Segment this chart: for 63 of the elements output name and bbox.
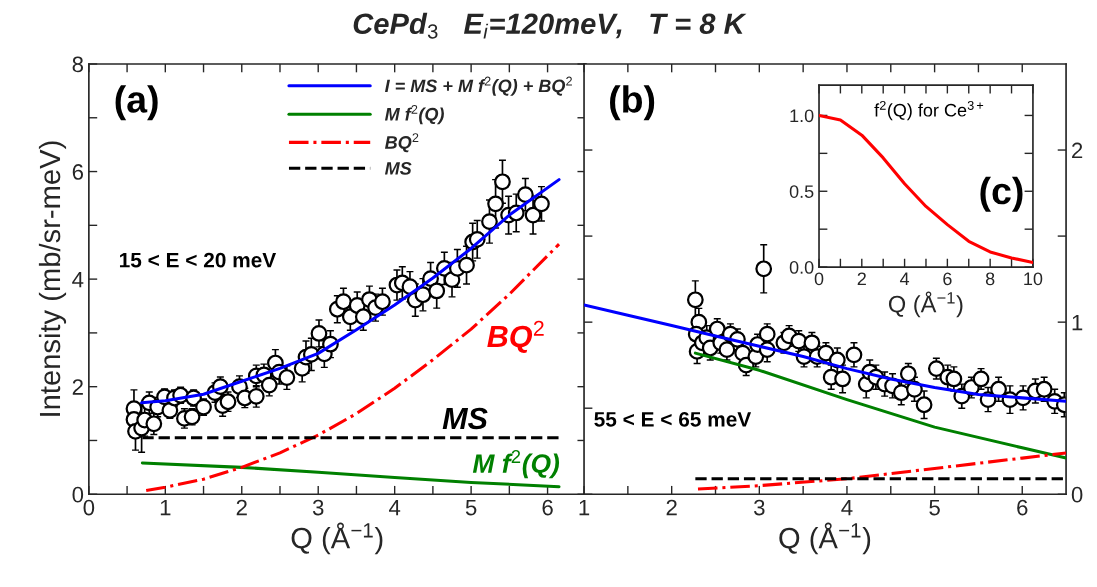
annotation: f$^{2}$(Q) for Ce$^{3+}$ bbox=[874, 100, 984, 121]
x-tick-label: 2 bbox=[666, 499, 677, 516]
y-tick-label: 2 bbox=[72, 379, 83, 395]
y-axis-title: Intensity (mb/sr-meV) bbox=[38, 141, 67, 416]
x-axis-title: Q (Å$^{−1}$) bbox=[291, 522, 383, 555]
chart-title: CePd$_{3}$ E$_{i}$=120meV, T = 8 K bbox=[353, 12, 747, 39]
point bbox=[845, 346, 863, 364]
legend-label: M f$^{2}$(Q) bbox=[384, 104, 444, 125]
point bbox=[834, 370, 851, 388]
x-tick-label: 2 bbox=[236, 499, 247, 516]
x-tick-label: 4 bbox=[899, 272, 910, 286]
x-tick-label: 6 bbox=[542, 499, 553, 516]
x-tick-label: 3 bbox=[753, 499, 765, 516]
y-tick-label: 0.5 bbox=[789, 185, 814, 198]
point bbox=[803, 334, 821, 352]
x-tick-label: 4 bbox=[389, 499, 401, 516]
annotation: (b) bbox=[610, 85, 655, 121]
x-tick-label: 1 bbox=[160, 499, 171, 516]
x-tick-label: 5 bbox=[465, 499, 477, 516]
x-tick-label: 1 bbox=[579, 499, 590, 516]
annotation: 55 < E < 65 meV bbox=[594, 411, 752, 427]
x-tick-label: 3 bbox=[312, 499, 324, 516]
point bbox=[758, 325, 776, 343]
y-tick-label: 8 bbox=[72, 56, 84, 73]
annotation: (c) bbox=[980, 176, 1023, 212]
annotation: BQ$^{2}$ bbox=[487, 320, 544, 353]
y2-tick-label: 1 bbox=[1072, 314, 1083, 331]
y-tick-label: 6 bbox=[72, 164, 84, 180]
legend-label: I = MS + M f$^{2}$(Q) + BQ$^{2}$ bbox=[384, 76, 572, 96]
legend-label: MS bbox=[384, 161, 412, 175]
y2-tick-label: 0 bbox=[1071, 486, 1083, 503]
y-tick-label: 0.0 bbox=[789, 261, 814, 274]
x-tick-label: 6 bbox=[1017, 499, 1028, 516]
line-series bbox=[144, 242, 561, 493]
x-axis-title: Q (Å$^{−1}$) bbox=[888, 291, 963, 318]
point bbox=[945, 370, 963, 388]
x-tick-label: 2 bbox=[857, 272, 866, 286]
annotation: MS bbox=[442, 407, 488, 430]
y-tick-label: 0 bbox=[72, 486, 84, 503]
annotation: 15 < E < 20 meV bbox=[119, 252, 277, 268]
y-tick-label: 1.0 bbox=[790, 109, 814, 123]
line-series bbox=[696, 451, 1067, 491]
point bbox=[718, 341, 736, 359]
x-tick-label: 8 bbox=[985, 272, 995, 286]
point bbox=[899, 365, 917, 383]
point bbox=[915, 396, 933, 414]
legend-label: BQ$^{2}$ bbox=[384, 133, 419, 153]
annotation: M f$^{2}$(Q) bbox=[472, 450, 560, 479]
point bbox=[686, 291, 704, 309]
point bbox=[755, 260, 773, 278]
point bbox=[892, 384, 910, 402]
point bbox=[1035, 380, 1053, 398]
y2-tick-label: 2 bbox=[1072, 142, 1083, 159]
x-tick-label: 4 bbox=[841, 499, 853, 516]
point bbox=[972, 370, 990, 388]
x-tick-label: 5 bbox=[929, 499, 940, 516]
x-tick-label: 0 bbox=[83, 499, 95, 516]
point bbox=[927, 360, 945, 378]
x-axis-title: Q (Å$^{−1}$) bbox=[779, 522, 871, 555]
x-tick-label: 6 bbox=[943, 272, 952, 286]
annotation: (a) bbox=[115, 85, 158, 121]
x-tick-label: 0 bbox=[814, 272, 824, 286]
x-tick-label: 10 bbox=[1024, 272, 1043, 286]
